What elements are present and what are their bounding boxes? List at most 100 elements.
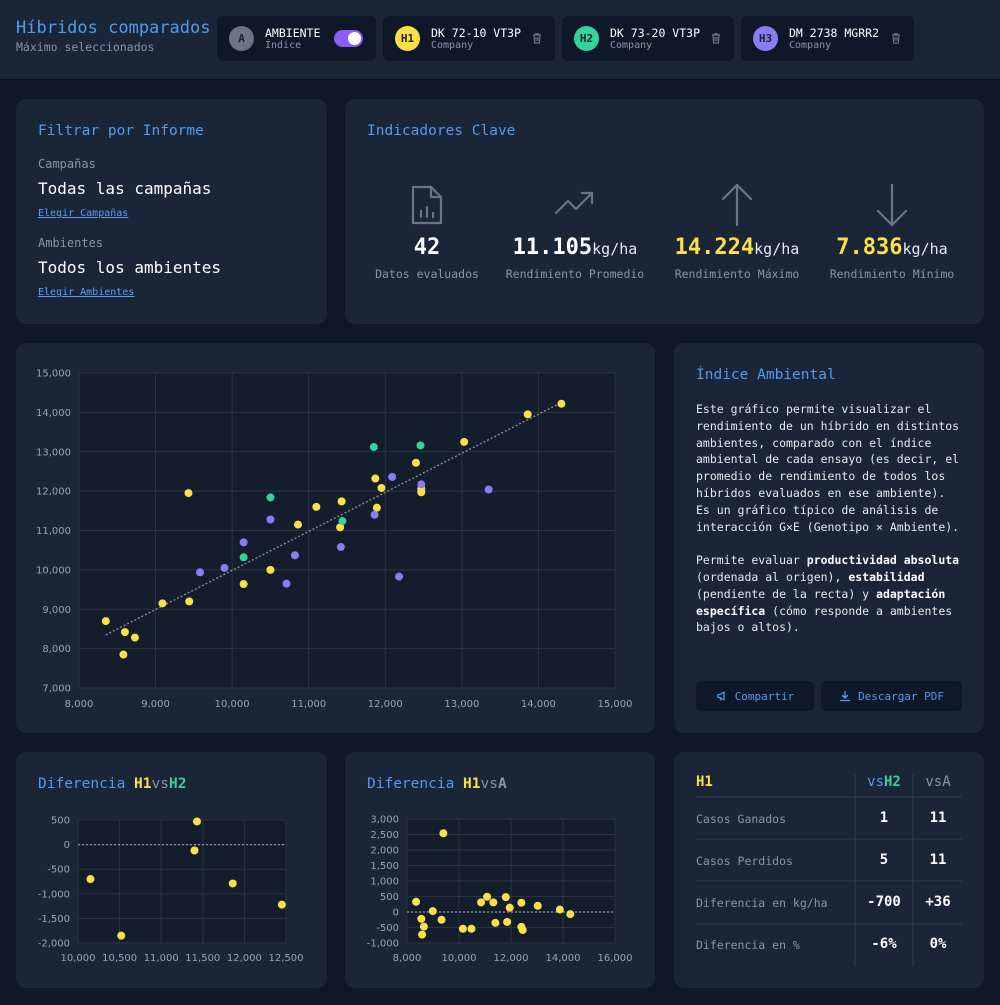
table-header-h1: H1 — [696, 774, 713, 790]
table-header-vs-h2: vsH2 — [867, 774, 901, 790]
filter-card: Filtrar por Informe Campañas Todas las c… — [16, 99, 327, 324]
badge-h3: H3 — [753, 26, 778, 51]
megaphone-icon — [717, 691, 725, 701]
chip-h3[interactable]: H3 DM 2738 MGRR2 Company — [741, 16, 914, 61]
campaigns-value: Todas las campañas — [38, 179, 212, 198]
trending-up-icon — [554, 191, 594, 215]
y-tick-label: 11,000 — [36, 526, 71, 537]
diff-h1-a-card: Diferencia H1vsA 8,000 10,000 12,000 14,000… — [345, 752, 655, 988]
arrow-up-icon — [721, 183, 753, 227]
data-point — [86, 875, 95, 884]
data-point — [417, 914, 426, 923]
x-tick-label: 10,000 — [61, 953, 96, 964]
x-tick-label: 8,000 — [65, 699, 94, 710]
y-tick-label: -1,500 — [38, 914, 70, 925]
x-tick-label: 16,000 — [598, 953, 633, 964]
data-point — [371, 474, 380, 483]
data-point — [484, 485, 493, 494]
kpi-label: Rendimiento Máximo — [674, 267, 800, 281]
data-point — [503, 917, 512, 926]
data-point — [467, 924, 476, 933]
chip-sub: Company — [431, 40, 474, 51]
data-point — [184, 489, 193, 498]
data-point — [195, 568, 204, 577]
data-point — [566, 910, 575, 919]
data-point — [489, 898, 498, 907]
ambiente-toggle[interactable] — [334, 30, 363, 47]
row-label-won: Casos Ganados — [696, 812, 787, 826]
share-button[interactable]: Compartir — [696, 681, 814, 711]
main-chart-card: 8,000 9,000 10,000 11,000 12,000 13,000 14,000… — [16, 343, 655, 733]
x-tick-label: 15,000 — [598, 699, 633, 710]
data-point — [266, 515, 275, 524]
badge-a: A — [229, 26, 254, 51]
data-point — [483, 892, 492, 901]
plot-area — [78, 820, 286, 943]
data-point — [555, 905, 564, 914]
y-tick-label: 1,000 — [370, 877, 399, 888]
table-grid — [696, 774, 962, 966]
kpi-label: Rendimiento Promedio — [505, 267, 645, 281]
envs-value: Todos los ambientes — [38, 258, 222, 277]
data-point — [557, 399, 566, 408]
info-title: Índice Ambiental — [696, 367, 836, 383]
data-point — [437, 915, 446, 924]
chip-sub: Company — [610, 40, 653, 51]
kpi-label: Rendimiento Mínimo — [829, 267, 955, 281]
data-point — [369, 443, 378, 452]
x-tick-label: 10,500 — [102, 953, 137, 964]
chip-name: DK 72-10 VT3P — [431, 26, 522, 40]
row-label-diff-kg: Diferencia en kg/ha — [696, 896, 828, 910]
data-point — [312, 502, 321, 511]
x-tick-label: 12,000 — [227, 953, 262, 964]
choose-envs-link[interactable]: Elegir Ambientes — [38, 287, 135, 298]
cell-lost-h2: 5 — [879, 852, 889, 868]
chip-ambiente[interactable]: A AMBIENTE Índice — [217, 16, 376, 61]
x-tick-label: 12,000 — [494, 953, 529, 964]
data-point — [337, 497, 346, 506]
summary-table-card: H1 vsH2 vsA Casos Ganados 1 11 Casos Per… — [674, 752, 984, 988]
data-point — [477, 898, 486, 907]
y-tick-label: 500 — [51, 816, 70, 827]
y-tick-label: 7,000 — [42, 684, 71, 695]
data-point — [518, 925, 527, 934]
data-point — [491, 918, 500, 927]
page-subtitle: Máximo seleccionados — [16, 40, 155, 54]
top-bar: Híbridos comparados Máximo seleccionados… — [0, 0, 1000, 80]
y-tick-label: -500 — [376, 923, 399, 934]
data-point — [370, 510, 379, 519]
cell-diff-pct-h2: -6% — [871, 936, 897, 952]
cell-won-h2: 1 — [879, 810, 889, 826]
y-tick-label: 10,000 — [36, 565, 71, 576]
chip-name: DK 73-20 VT3P — [610, 26, 701, 40]
data-point — [185, 597, 194, 606]
data-point — [290, 551, 299, 560]
x-tick-label: 12,000 — [368, 699, 403, 710]
x-tick-label: 13,000 — [444, 699, 479, 710]
download-icon — [839, 690, 851, 702]
trash-icon[interactable] — [530, 31, 544, 45]
environmental-index-chart: 8,000 9,000 10,000 11,000 12,000 13,000 14,000… — [36, 369, 633, 711]
data-point — [119, 650, 128, 659]
cell-won-a: 11 — [929, 810, 947, 826]
row-label-diff-pct: Diferencia en % — [696, 938, 800, 952]
data-point — [372, 503, 381, 512]
download-pdf-button[interactable]: Descargar PDF — [821, 681, 962, 711]
data-point — [130, 633, 139, 642]
data-point — [533, 901, 542, 910]
chip-sub: Company — [789, 40, 832, 51]
data-point — [239, 553, 248, 562]
filter-title: Filtrar por Informe — [38, 123, 204, 139]
data-point — [266, 493, 275, 502]
kpi-value: 14.224kg/ha — [674, 235, 800, 260]
choose-campaigns-link[interactable]: Elegir Campañas — [38, 208, 129, 219]
trash-icon[interactable] — [709, 31, 723, 45]
info-paragraph-2: Permite evaluar productividad absoluta (… — [696, 553, 960, 635]
trash-icon[interactable] — [889, 31, 903, 45]
download-label: Descargar PDF — [857, 689, 945, 703]
chip-h2[interactable]: H2 DK 73-20 VT3P Company — [562, 16, 734, 61]
kpi-value: 42 — [413, 235, 441, 260]
data-point — [418, 930, 427, 939]
diff-h1-a-chart: 8,000 10,000 12,000 14,000 16,000 -1,000 -500 0… — [367, 815, 633, 965]
chip-h1[interactable]: H1 DK 72-10 VT3P Company — [383, 16, 555, 61]
